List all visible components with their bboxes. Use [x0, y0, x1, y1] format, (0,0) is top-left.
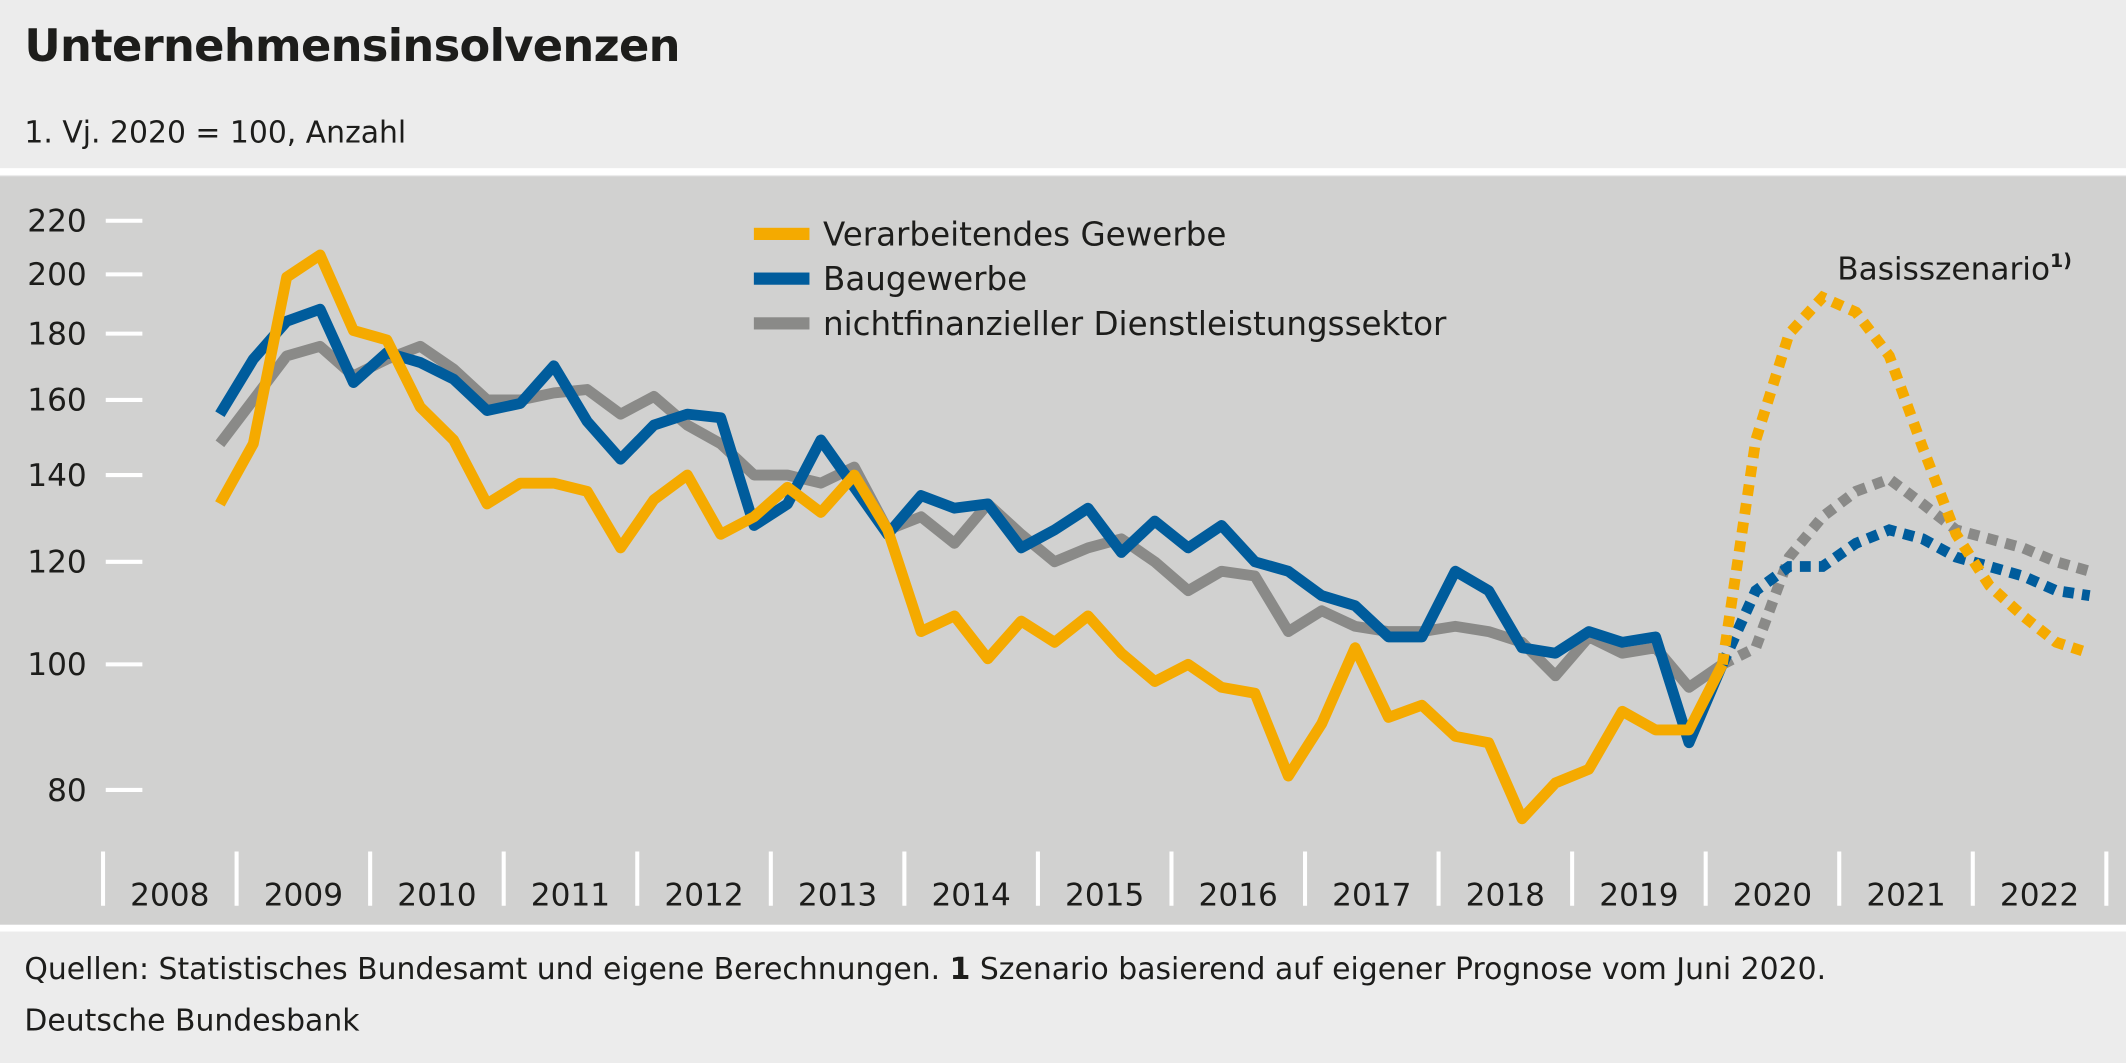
- x-tick-label: 2020: [1733, 878, 1812, 914]
- x-tick-label: 2019: [1599, 878, 1678, 914]
- x-tick-label: 2018: [1466, 878, 1545, 914]
- annotation-basisszenario: Basisszenario1): [1837, 250, 2072, 287]
- sources-text: Quellen: Statistisches Bundesamt und eig…: [24, 953, 941, 988]
- y-axis: 80 100 120 140 160 180 200 220: [27, 204, 143, 809]
- x-tick-label: 2012: [664, 878, 743, 914]
- legend-swatch: [753, 272, 810, 285]
- x-tick-label: 2011: [531, 878, 610, 914]
- footnote-text: Szenario basierend auf eigener Prognose …: [979, 953, 1827, 988]
- y-tick-label: 80: [47, 773, 87, 809]
- y-tick-label: 200: [27, 257, 87, 293]
- legend-label: Baugewerbe: [823, 260, 1027, 298]
- legend-label: nichtfinanzieller Dienstleistungssektor: [823, 305, 1447, 343]
- series-line-forecast-1: [1717, 524, 2091, 667]
- series-line-actual-1: [215, 303, 1728, 749]
- y-tick-label: 120: [27, 545, 87, 581]
- legend-label: Verarbeitendes Gewerbe: [823, 215, 1226, 253]
- x-tick-label: 2017: [1332, 878, 1411, 914]
- series-line-actual-0: [215, 249, 1728, 825]
- y-tick-label: 220: [27, 204, 87, 240]
- x-tick-label: 2021: [1866, 878, 1945, 914]
- series-line-forecast-0: [1717, 290, 2092, 666]
- footer-sources: Quellen: Statistisches Bundesamt und eig…: [24, 953, 1826, 987]
- footer-publisher: Deutsche Bundesbank: [24, 1004, 360, 1039]
- x-axis: 2008 2009 2010 2011 2012 2013 2014 2015 2016 2017…: [101, 851, 2109, 914]
- y-tick-label: 140: [27, 458, 87, 494]
- chart-subtitle: 1. Vj. 2020 = 100, Anzahl: [24, 116, 407, 151]
- x-tick-label: 2014: [931, 878, 1010, 914]
- x-tick-label: 2009: [264, 878, 343, 914]
- x-tick-label: 2022: [2000, 878, 2079, 914]
- y-tick-label: 180: [27, 316, 87, 352]
- series-line-actual-2: [215, 340, 1726, 693]
- x-tick-label: 2010: [397, 878, 476, 914]
- y-tick-label: 100: [27, 647, 87, 683]
- series-line-forecast-2: [1719, 472, 2092, 670]
- divider-top: [0, 168, 2126, 175]
- series-lines: [215, 249, 2092, 825]
- x-tick-label: 2013: [798, 878, 877, 914]
- footnote-number: 1: [949, 953, 971, 988]
- y-tick-label: 160: [27, 383, 87, 419]
- legend-swatch: [753, 227, 810, 240]
- legend-swatch: [753, 317, 810, 330]
- plot-area: [0, 176, 2126, 927]
- x-tick-label: 2015: [1065, 878, 1144, 914]
- x-tick-label: 2008: [130, 878, 209, 914]
- divider-bottom: [0, 924, 2126, 932]
- chart-title: Unternehmensinsolvenzen: [24, 18, 680, 72]
- legend: Verarbeitendes Gewerbe Baugewerbe nichtfin…: [753, 215, 1447, 343]
- x-tick-label: 2016: [1199, 878, 1278, 914]
